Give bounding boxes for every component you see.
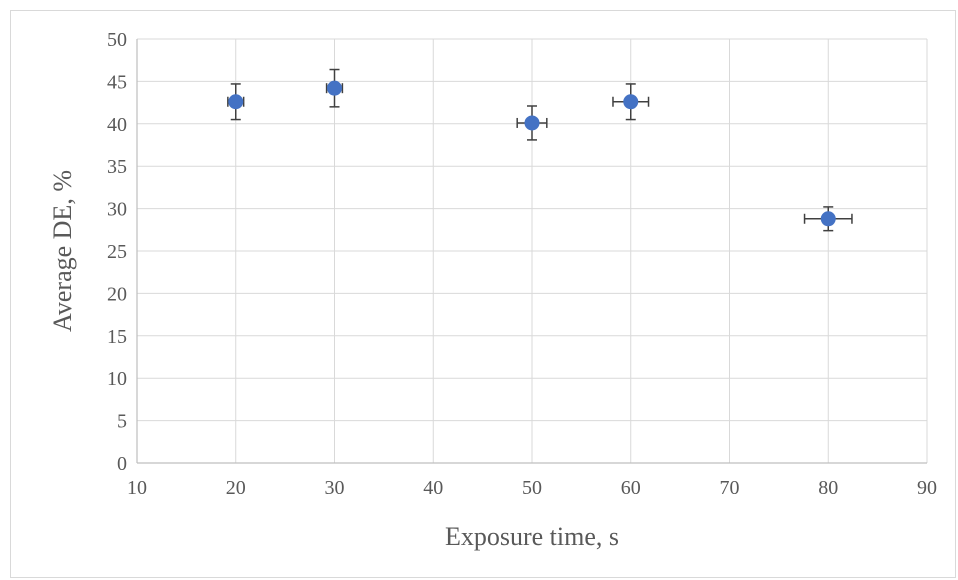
- error-bars: [227, 68, 853, 232]
- axes: [136, 39, 927, 464]
- y-tick-label: 30: [107, 199, 127, 221]
- x-tick-label: 20: [226, 477, 246, 499]
- y-tick-label: 0: [117, 453, 127, 475]
- x-axis-title: Exposure time, s: [445, 522, 619, 551]
- y-tick-label: 5: [117, 411, 127, 433]
- y-tick-label: 40: [107, 114, 127, 136]
- gridlines: [137, 38, 928, 463]
- x-tick-label: 50: [522, 477, 542, 499]
- y-tick-label: 20: [107, 283, 127, 305]
- y-axis-title: Average DE, %: [48, 170, 77, 332]
- data-point-2: [524, 115, 540, 131]
- data-point-0: [228, 94, 244, 110]
- x-tick-label: 10: [127, 477, 147, 499]
- y-tick-label: 35: [107, 156, 127, 178]
- x-tick-label: 60: [621, 477, 641, 499]
- x-tick-label: 80: [818, 477, 838, 499]
- y-tick-label: 15: [107, 326, 127, 348]
- x-tick-label: 40: [423, 477, 443, 499]
- x-tick-label: 30: [325, 477, 345, 499]
- data-point-3: [623, 94, 639, 110]
- y-tick-label: 45: [107, 71, 127, 93]
- y-tick-label: 50: [107, 29, 127, 51]
- x-tick-label: 70: [720, 477, 740, 499]
- data-points: [228, 80, 836, 227]
- data-point-4: [820, 211, 836, 227]
- y-tick-label: 10: [107, 368, 127, 390]
- data-point-1: [327, 80, 342, 96]
- y-tick-labels: 0 5 10 15 20 25 30 35 40 45 50: [107, 29, 127, 475]
- chart-area: [10, 10, 956, 578]
- x-tick-label: 90: [917, 477, 937, 499]
- x-tick-labels: 10 20 30 40 50 60 70 80 90: [127, 477, 937, 499]
- y-tick-label: 25: [107, 241, 127, 263]
